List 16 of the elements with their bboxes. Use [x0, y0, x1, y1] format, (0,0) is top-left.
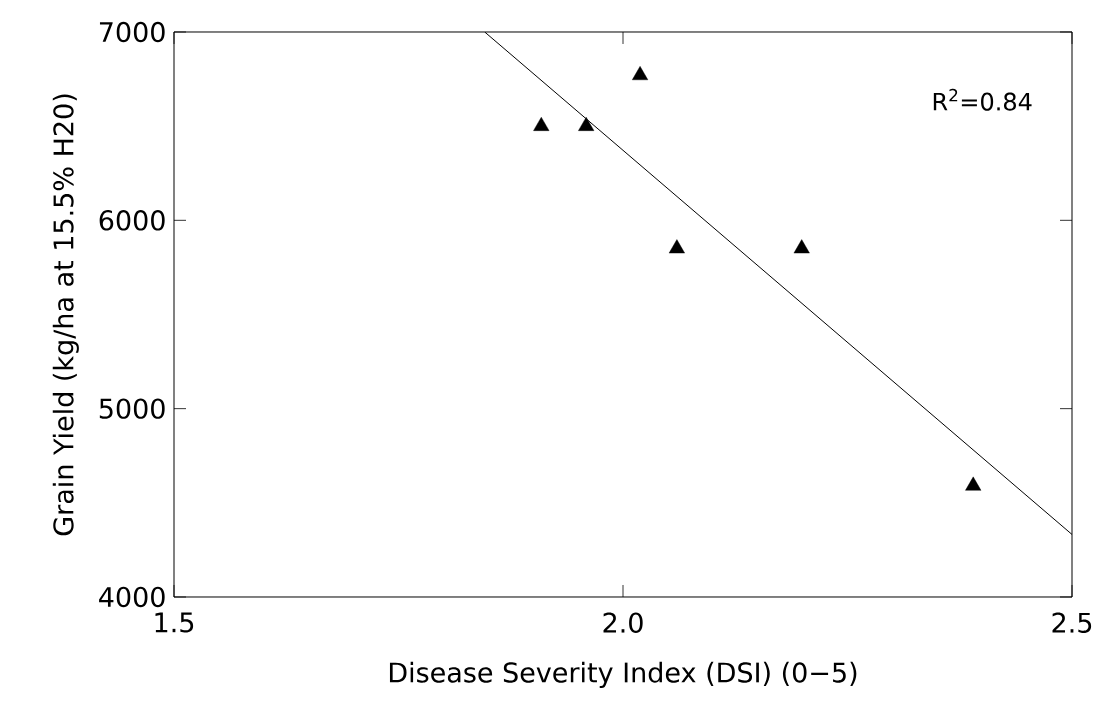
y-tick-label: 4000 [99, 586, 165, 608]
y-axis-title: Grain Yield (kg/ha at 15.5% H20) [52, 94, 79, 536]
y-tick-label: 7000 [99, 21, 165, 43]
annotation: R$^{2}$=0.84 [933, 88, 1032, 111]
x-tick-label: 2.0 [603, 612, 643, 633]
point [965, 476, 982, 491]
y-tick-label: 6000 [99, 210, 165, 231]
y-tick-label: 5000 [99, 398, 165, 419]
point [632, 66, 649, 81]
point [578, 116, 595, 131]
x-tick-label: 2.5 [1052, 612, 1092, 633]
x-tick-label: 1.5 [155, 612, 194, 633]
point [793, 239, 810, 254]
point [533, 116, 550, 131]
x-axis-title: Disease Severity Index (DSI) (0−5) [389, 661, 857, 688]
point [668, 239, 685, 254]
